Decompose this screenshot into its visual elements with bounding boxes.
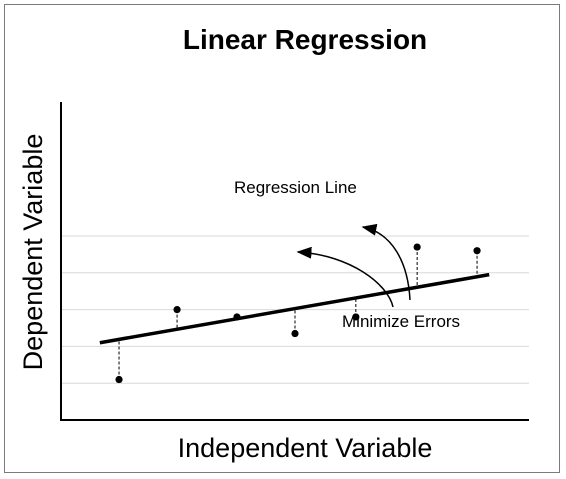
chart-title: Linear Regression: [183, 24, 427, 55]
data-point-2: [173, 306, 181, 314]
minimize-errors-label: Minimize Errors: [342, 312, 460, 331]
data-point-5: [352, 313, 360, 321]
arrow-to-error-2: [361, 223, 411, 301]
data-point-4: [291, 329, 299, 338]
data-points: [115, 243, 481, 384]
regression-line: [99, 272, 490, 345]
arrow-to-error-1: [296, 246, 394, 308]
gridlines: [61, 235, 529, 384]
x-axis-label: Independent Variable: [178, 433, 433, 463]
regression-line-label: Regression Line: [234, 178, 357, 197]
data-point-6: [413, 243, 421, 251]
y-axis-label: Dependent Variable: [18, 134, 48, 371]
chart-frame: [4, 4, 560, 473]
data-point-7: [473, 247, 481, 255]
data-point-1: [115, 375, 123, 384]
data-point-3: [233, 313, 241, 321]
